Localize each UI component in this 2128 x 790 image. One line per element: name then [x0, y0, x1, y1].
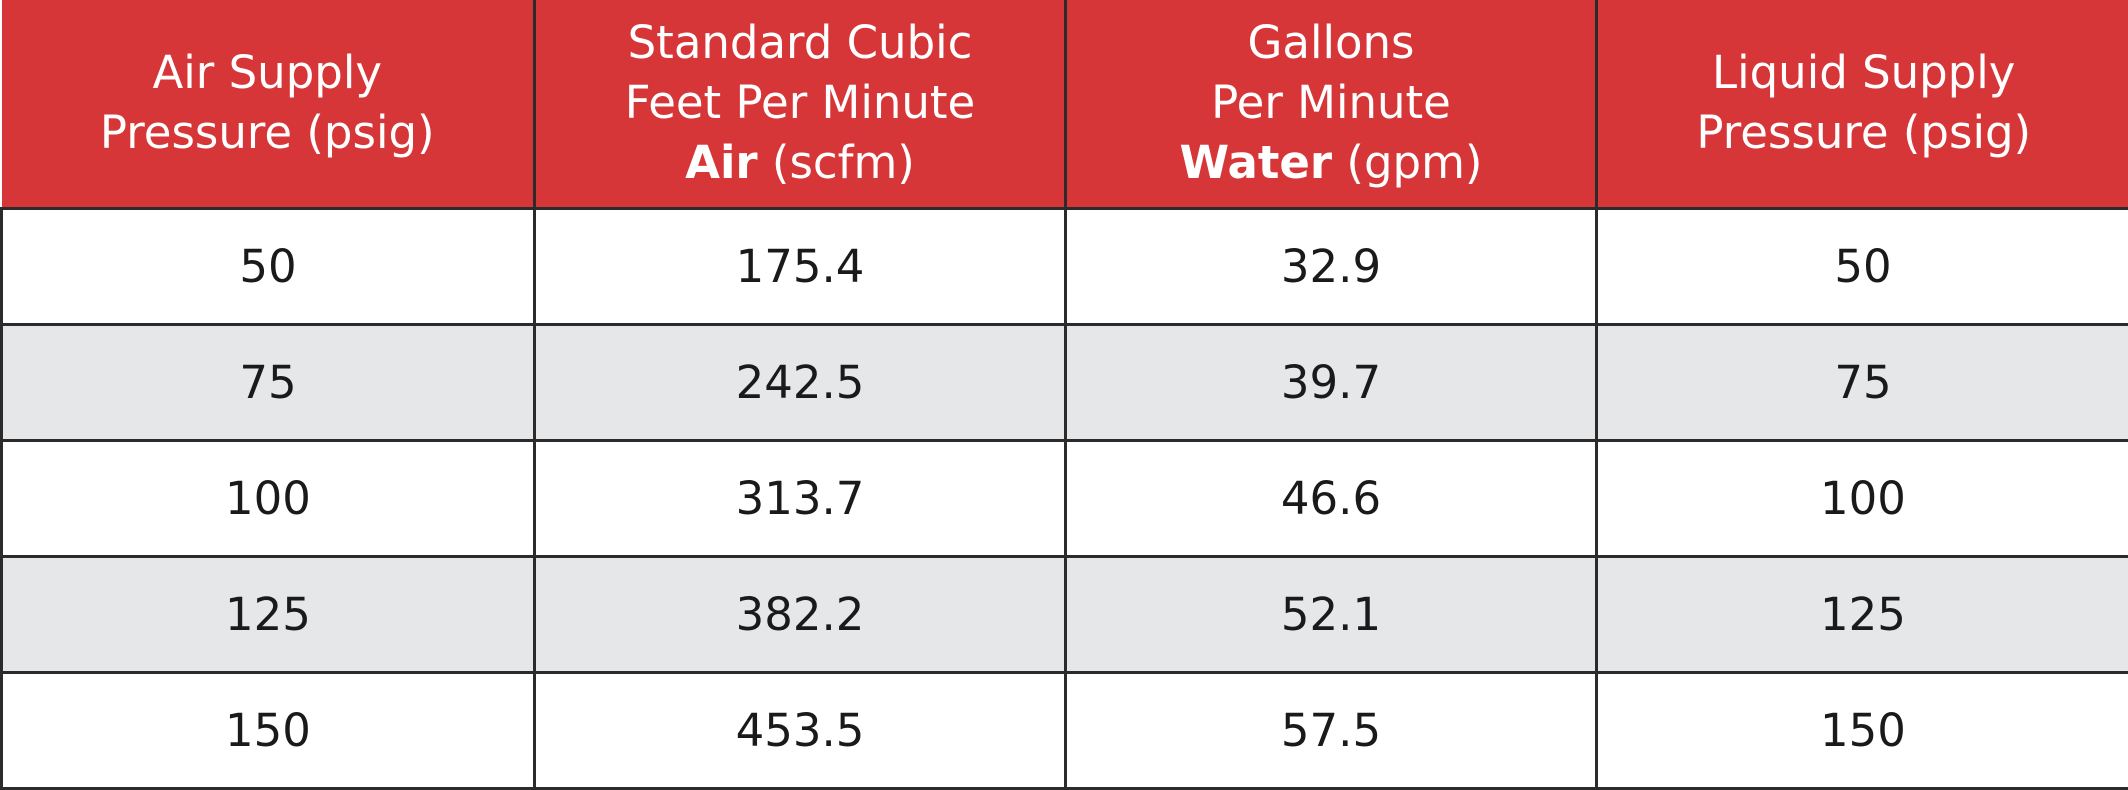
cell-gpm: 46.6 — [1066, 440, 1597, 556]
cell-air-pressure: 75 — [2, 324, 535, 440]
header-liquid-supply-pressure: Liquid Supply Pressure (psig) — [1597, 0, 2128, 208]
cell-gpm: 39.7 — [1066, 324, 1597, 440]
header-line: Per Minute — [1077, 73, 1585, 133]
cell-liquid-pressure: 100 — [1597, 440, 2128, 556]
header-line: Feet Per Minute — [546, 73, 1054, 133]
header-gpm-water: Gallons Per Minute Water (gpm) — [1066, 0, 1597, 208]
table-body: 50 175.4 32.9 50 75 242.5 39.7 75 100 31… — [2, 208, 2128, 788]
cell-air-pressure: 125 — [2, 556, 535, 672]
cell-scfm: 382.2 — [535, 556, 1066, 672]
header-air-supply-pressure: Air Supply Pressure (psig) — [2, 0, 535, 208]
table-row: 150 453.5 57.5 150 — [2, 672, 2128, 788]
header-unit: (scfm) — [758, 136, 915, 189]
cell-air-pressure: 50 — [2, 208, 535, 324]
cell-air-pressure: 150 — [2, 672, 535, 788]
cell-liquid-pressure: 150 — [1597, 672, 2128, 788]
header-line: Standard Cubic — [546, 13, 1054, 73]
table-row: 125 382.2 52.1 125 — [2, 556, 2128, 672]
table-row: 75 242.5 39.7 75 — [2, 324, 2128, 440]
cell-scfm: 313.7 — [535, 440, 1066, 556]
header-scfm-air: Standard Cubic Feet Per Minute Air (scfm… — [535, 0, 1066, 208]
header-line: Pressure (psig) — [12, 103, 524, 163]
table-row: 50 175.4 32.9 50 — [2, 208, 2128, 324]
header-unit: (gpm) — [1332, 136, 1482, 189]
header-line: Water (gpm) — [1077, 133, 1585, 193]
table-header: Air Supply Pressure (psig) Standard Cubi… — [2, 0, 2128, 208]
header-line: Air (scfm) — [546, 133, 1054, 193]
cell-scfm: 175.4 — [535, 208, 1066, 324]
table-row: 100 313.7 46.6 100 — [2, 440, 2128, 556]
header-line: Pressure (psig) — [1608, 103, 2120, 163]
cell-gpm: 57.5 — [1066, 672, 1597, 788]
cell-air-pressure: 100 — [2, 440, 535, 556]
cell-gpm: 32.9 — [1066, 208, 1597, 324]
cell-scfm: 242.5 — [535, 324, 1066, 440]
header-bold-term: Water — [1179, 136, 1332, 189]
cell-scfm: 453.5 — [535, 672, 1066, 788]
header-line: Air Supply — [12, 43, 524, 103]
header-line: Gallons — [1077, 13, 1585, 73]
cell-liquid-pressure: 50 — [1597, 208, 2128, 324]
header-line: Liquid Supply — [1608, 43, 2120, 103]
header-row: Air Supply Pressure (psig) Standard Cubi… — [2, 0, 2128, 208]
header-bold-term: Air — [685, 136, 757, 189]
cell-liquid-pressure: 125 — [1597, 556, 2128, 672]
cell-gpm: 52.1 — [1066, 556, 1597, 672]
cell-liquid-pressure: 75 — [1597, 324, 2128, 440]
